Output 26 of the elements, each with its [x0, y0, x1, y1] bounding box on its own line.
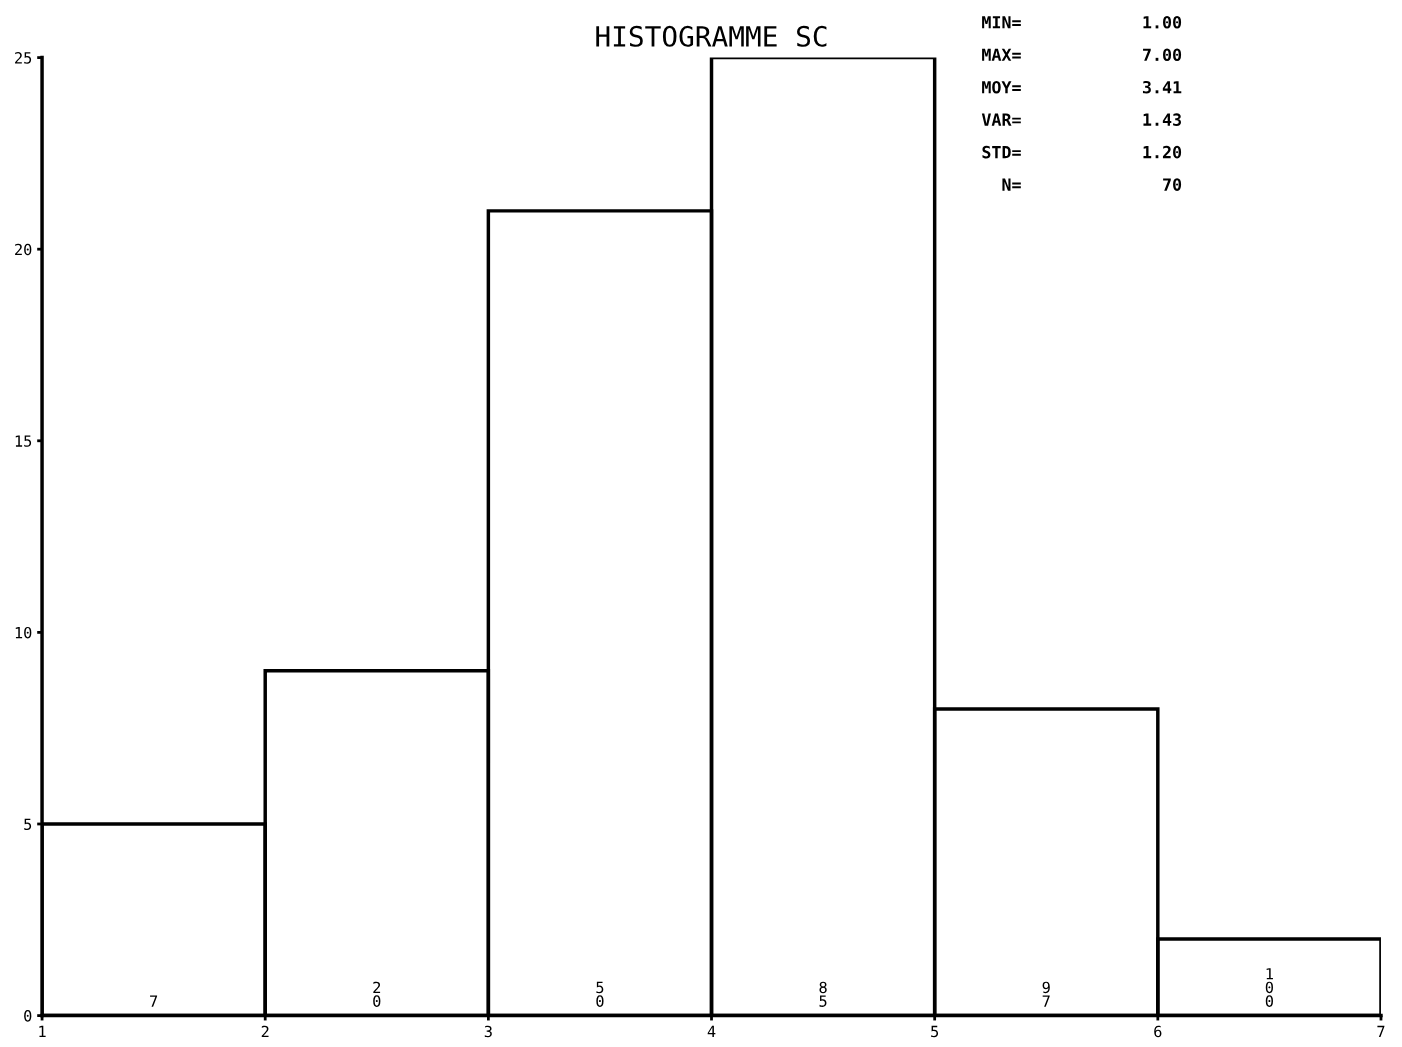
x-tick-label: 2 [261, 1025, 269, 1037]
y-tick-label: 0 [24, 1010, 32, 1022]
annotation: MAX= 7.00 [982, 48, 1182, 62]
chart-title: HISTOGRAMME SC [596, 25, 827, 47]
y-tick-label: 20 [15, 243, 32, 256]
x-tick-label: 4 [707, 1025, 716, 1037]
x-tick-label: 6 [1154, 1025, 1162, 1038]
y-tick-label: 5 [24, 818, 32, 831]
annotation: 20 [373, 981, 381, 1007]
annotation: 100 [1265, 968, 1273, 1007]
text: MIN= 1.00 [982, 16, 1182, 29]
annotation: 97 [1042, 981, 1050, 1007]
x-tick-label: 5 [931, 1025, 939, 1038]
x-tick-label: 1 [39, 1025, 46, 1037]
x-tick-label: 7 [1377, 1025, 1385, 1037]
annotation: VAR= 1.43 [981, 113, 1181, 126]
annotation: MOY= 3.41 [982, 80, 1182, 94]
annotation: N= 70 [1002, 178, 1182, 191]
annotation: STD= 1.20 [982, 145, 1182, 159]
annotation: 7 [150, 995, 158, 1007]
y-tick-label: 10 [15, 626, 32, 639]
annotation: 50 [596, 981, 604, 1007]
y-tick-label: 25 [15, 52, 32, 64]
y-tick-label: 15 [15, 435, 32, 447]
x-tick-label: 3 [484, 1025, 492, 1038]
annotation: 85 [819, 981, 827, 1007]
